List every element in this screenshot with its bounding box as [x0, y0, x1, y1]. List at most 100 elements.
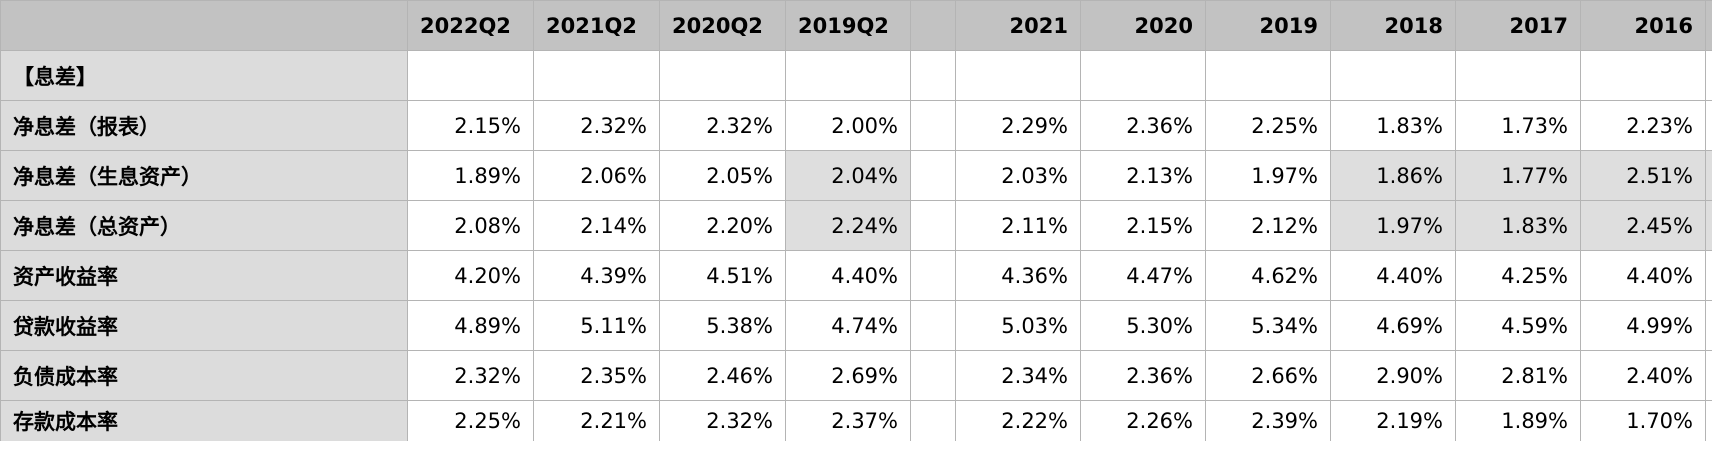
- value-cell[interactable]: 5.38%: [659, 300, 786, 351]
- column-header[interactable]: 2020Q2: [659, 0, 786, 51]
- value-cell[interactable]: 1.86%: [1330, 150, 1456, 201]
- value-cell[interactable]: 4.40%: [1580, 250, 1706, 301]
- partial-cell[interactable]: [1705, 400, 1712, 441]
- value-cell[interactable]: 2.26%: [1080, 400, 1206, 441]
- spacer-cell[interactable]: [910, 50, 956, 101]
- cell[interactable]: [1205, 50, 1331, 101]
- spacer-cell[interactable]: [910, 250, 956, 301]
- value-cell[interactable]: 4.59%: [1455, 300, 1581, 351]
- value-cell[interactable]: 4.40%: [785, 250, 911, 301]
- spacer-cell[interactable]: [910, 400, 956, 441]
- cell[interactable]: [785, 50, 911, 101]
- value-cell[interactable]: 4.47%: [1080, 250, 1206, 301]
- column-header[interactable]: 2019Q2: [785, 0, 911, 51]
- value-cell[interactable]: 2.81%: [1455, 350, 1581, 401]
- partial-cell[interactable]: [1705, 100, 1712, 151]
- cell[interactable]: [533, 50, 660, 101]
- spacer-cell[interactable]: [910, 300, 956, 351]
- value-cell[interactable]: 1.83%: [1330, 100, 1456, 151]
- value-cell[interactable]: 4.74%: [785, 300, 911, 351]
- value-cell[interactable]: 2.35%: [533, 350, 660, 401]
- value-cell[interactable]: 2.23%: [1580, 100, 1706, 151]
- partial-cell[interactable]: [1705, 200, 1712, 251]
- value-cell[interactable]: 2.40%: [1580, 350, 1706, 401]
- cell[interactable]: [659, 50, 786, 101]
- spacer-cell[interactable]: [910, 150, 956, 201]
- row-label[interactable]: 净息差（报表）: [0, 100, 408, 151]
- value-cell[interactable]: 4.51%: [659, 250, 786, 301]
- cell[interactable]: [1330, 50, 1456, 101]
- value-cell[interactable]: 2.25%: [407, 400, 534, 441]
- row-label[interactable]: 贷款收益率: [0, 300, 408, 351]
- spacer-cell[interactable]: [910, 350, 956, 401]
- value-cell[interactable]: 2.69%: [785, 350, 911, 401]
- partial-cell[interactable]: [1705, 350, 1712, 401]
- value-cell[interactable]: 1.70%: [1580, 400, 1706, 441]
- value-cell[interactable]: 2.32%: [533, 100, 660, 151]
- row-label[interactable]: 净息差（生息资产）: [0, 150, 408, 201]
- row-label[interactable]: 资产收益率: [0, 250, 408, 301]
- spacer-column-header[interactable]: [910, 0, 956, 51]
- value-cell[interactable]: 4.62%: [1205, 250, 1331, 301]
- row-label[interactable]: 存款成本率: [0, 400, 408, 441]
- cell[interactable]: [955, 50, 1081, 101]
- column-header[interactable]: 2020: [1080, 0, 1206, 51]
- column-header[interactable]: 2022Q2: [407, 0, 534, 51]
- value-cell[interactable]: 2.36%: [1080, 350, 1206, 401]
- value-cell[interactable]: 2.32%: [407, 350, 534, 401]
- row-label[interactable]: 负债成本率: [0, 350, 408, 401]
- partial-cell[interactable]: [1705, 300, 1712, 351]
- partial-cell[interactable]: [1705, 50, 1712, 101]
- value-cell[interactable]: 2.39%: [1205, 400, 1331, 441]
- partial-cell[interactable]: [1705, 250, 1712, 301]
- value-cell[interactable]: 2.21%: [533, 400, 660, 441]
- value-cell[interactable]: 2.90%: [1330, 350, 1456, 401]
- value-cell[interactable]: 4.20%: [407, 250, 534, 301]
- value-cell[interactable]: 1.83%: [1455, 200, 1581, 251]
- cell[interactable]: [407, 50, 534, 101]
- value-cell[interactable]: 2.51%: [1580, 150, 1706, 201]
- value-cell[interactable]: 4.36%: [955, 250, 1081, 301]
- spacer-cell[interactable]: [910, 100, 956, 151]
- cell[interactable]: [1080, 50, 1206, 101]
- value-cell[interactable]: 4.99%: [1580, 300, 1706, 351]
- value-cell[interactable]: 2.04%: [785, 150, 911, 201]
- value-cell[interactable]: 2.36%: [1080, 100, 1206, 151]
- value-cell[interactable]: 2.06%: [533, 150, 660, 201]
- value-cell[interactable]: 2.34%: [955, 350, 1081, 401]
- value-cell[interactable]: 4.39%: [533, 250, 660, 301]
- column-header[interactable]: 2017: [1455, 0, 1581, 51]
- value-cell[interactable]: 5.30%: [1080, 300, 1206, 351]
- column-header[interactable]: 2018: [1330, 0, 1456, 51]
- value-cell[interactable]: 1.73%: [1455, 100, 1581, 151]
- cell[interactable]: [1455, 50, 1581, 101]
- section-label[interactable]: 【息差】: [0, 50, 408, 101]
- column-header[interactable]: 2021Q2: [533, 0, 660, 51]
- value-cell[interactable]: 2.19%: [1330, 400, 1456, 441]
- value-cell[interactable]: 2.22%: [955, 400, 1081, 441]
- value-cell[interactable]: 2.13%: [1080, 150, 1206, 201]
- column-header[interactable]: 2021: [955, 0, 1081, 51]
- value-cell[interactable]: 2.20%: [659, 200, 786, 251]
- value-cell[interactable]: 4.25%: [1455, 250, 1581, 301]
- value-cell[interactable]: 2.11%: [955, 200, 1081, 251]
- corner-cell[interactable]: [0, 0, 408, 51]
- column-header[interactable]: 2019: [1205, 0, 1331, 51]
- value-cell[interactable]: 4.89%: [407, 300, 534, 351]
- value-cell[interactable]: 2.03%: [955, 150, 1081, 201]
- value-cell[interactable]: 2.14%: [533, 200, 660, 251]
- cell[interactable]: [1580, 50, 1706, 101]
- value-cell[interactable]: 5.11%: [533, 300, 660, 351]
- value-cell[interactable]: 1.97%: [1330, 200, 1456, 251]
- value-cell[interactable]: 5.34%: [1205, 300, 1331, 351]
- spacer-cell[interactable]: [910, 200, 956, 251]
- value-cell[interactable]: 2.15%: [407, 100, 534, 151]
- value-cell[interactable]: 1.77%: [1455, 150, 1581, 201]
- value-cell[interactable]: 2.37%: [785, 400, 911, 441]
- value-cell[interactable]: 2.08%: [407, 200, 534, 251]
- value-cell[interactable]: 2.29%: [955, 100, 1081, 151]
- value-cell[interactable]: 2.12%: [1205, 200, 1331, 251]
- value-cell[interactable]: 1.89%: [1455, 400, 1581, 441]
- value-cell[interactable]: 2.24%: [785, 200, 911, 251]
- value-cell[interactable]: 1.89%: [407, 150, 534, 201]
